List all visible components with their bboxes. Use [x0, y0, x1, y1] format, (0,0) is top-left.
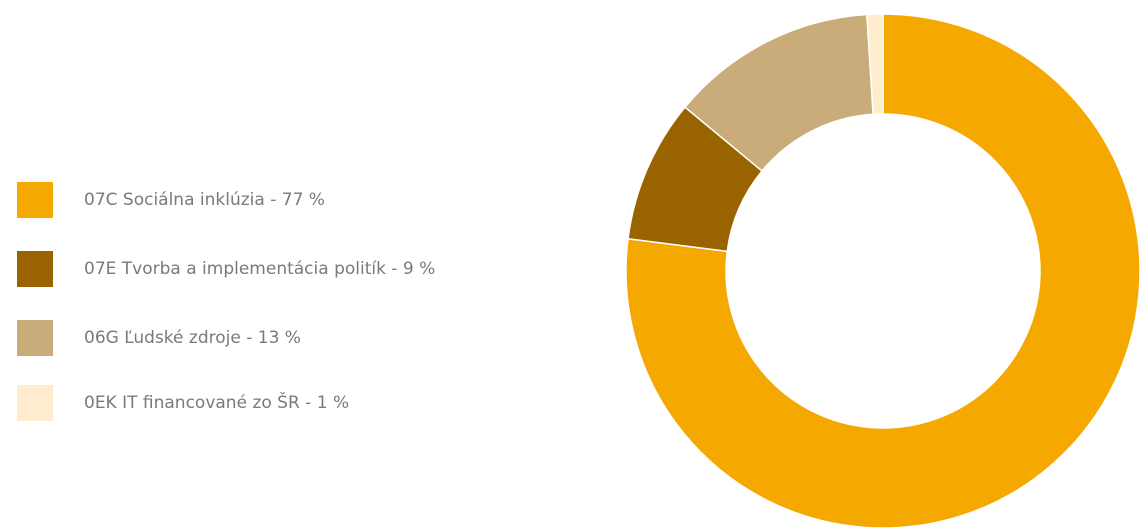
legend-label: 07C Sociálna inklúzia - 77 %: [84, 190, 325, 210]
legend-swatch: [17, 385, 53, 421]
legend-swatch: [17, 320, 53, 356]
donut-slice: [625, 13, 1140, 529]
legend-swatch: [17, 251, 53, 287]
legend-label: 07E Tvorba a implementácia politík - 9 %: [84, 259, 435, 279]
legend-label: 0EK IT financované zo ŠR - 1 %: [84, 391, 349, 413]
legend-label: 06G Ľudské zdroje - 13 %: [84, 328, 301, 348]
legend-swatch: [17, 182, 53, 218]
donut-slice: [866, 13, 884, 116]
